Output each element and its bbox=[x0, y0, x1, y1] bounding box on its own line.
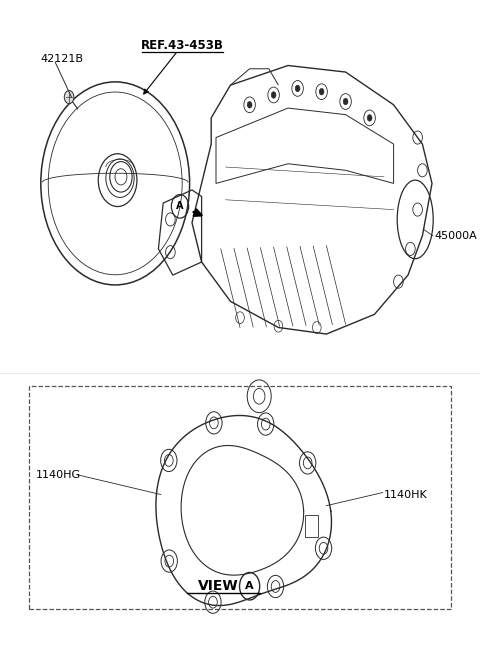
Text: VIEW: VIEW bbox=[198, 579, 239, 593]
Text: A: A bbox=[176, 201, 184, 212]
Text: 1140HK: 1140HK bbox=[384, 489, 428, 500]
Text: A: A bbox=[245, 581, 254, 591]
Circle shape bbox=[295, 85, 300, 92]
Circle shape bbox=[367, 115, 372, 121]
Circle shape bbox=[271, 92, 276, 98]
Text: 42121B: 42121B bbox=[41, 54, 84, 64]
Bar bbox=[29, 386, 451, 609]
Circle shape bbox=[64, 90, 74, 103]
Text: REF.43-453B: REF.43-453B bbox=[141, 39, 224, 52]
Circle shape bbox=[343, 98, 348, 105]
Text: 45000A: 45000A bbox=[434, 231, 477, 241]
Circle shape bbox=[319, 88, 324, 95]
Circle shape bbox=[247, 102, 252, 108]
Text: 1140HG: 1140HG bbox=[36, 470, 81, 480]
